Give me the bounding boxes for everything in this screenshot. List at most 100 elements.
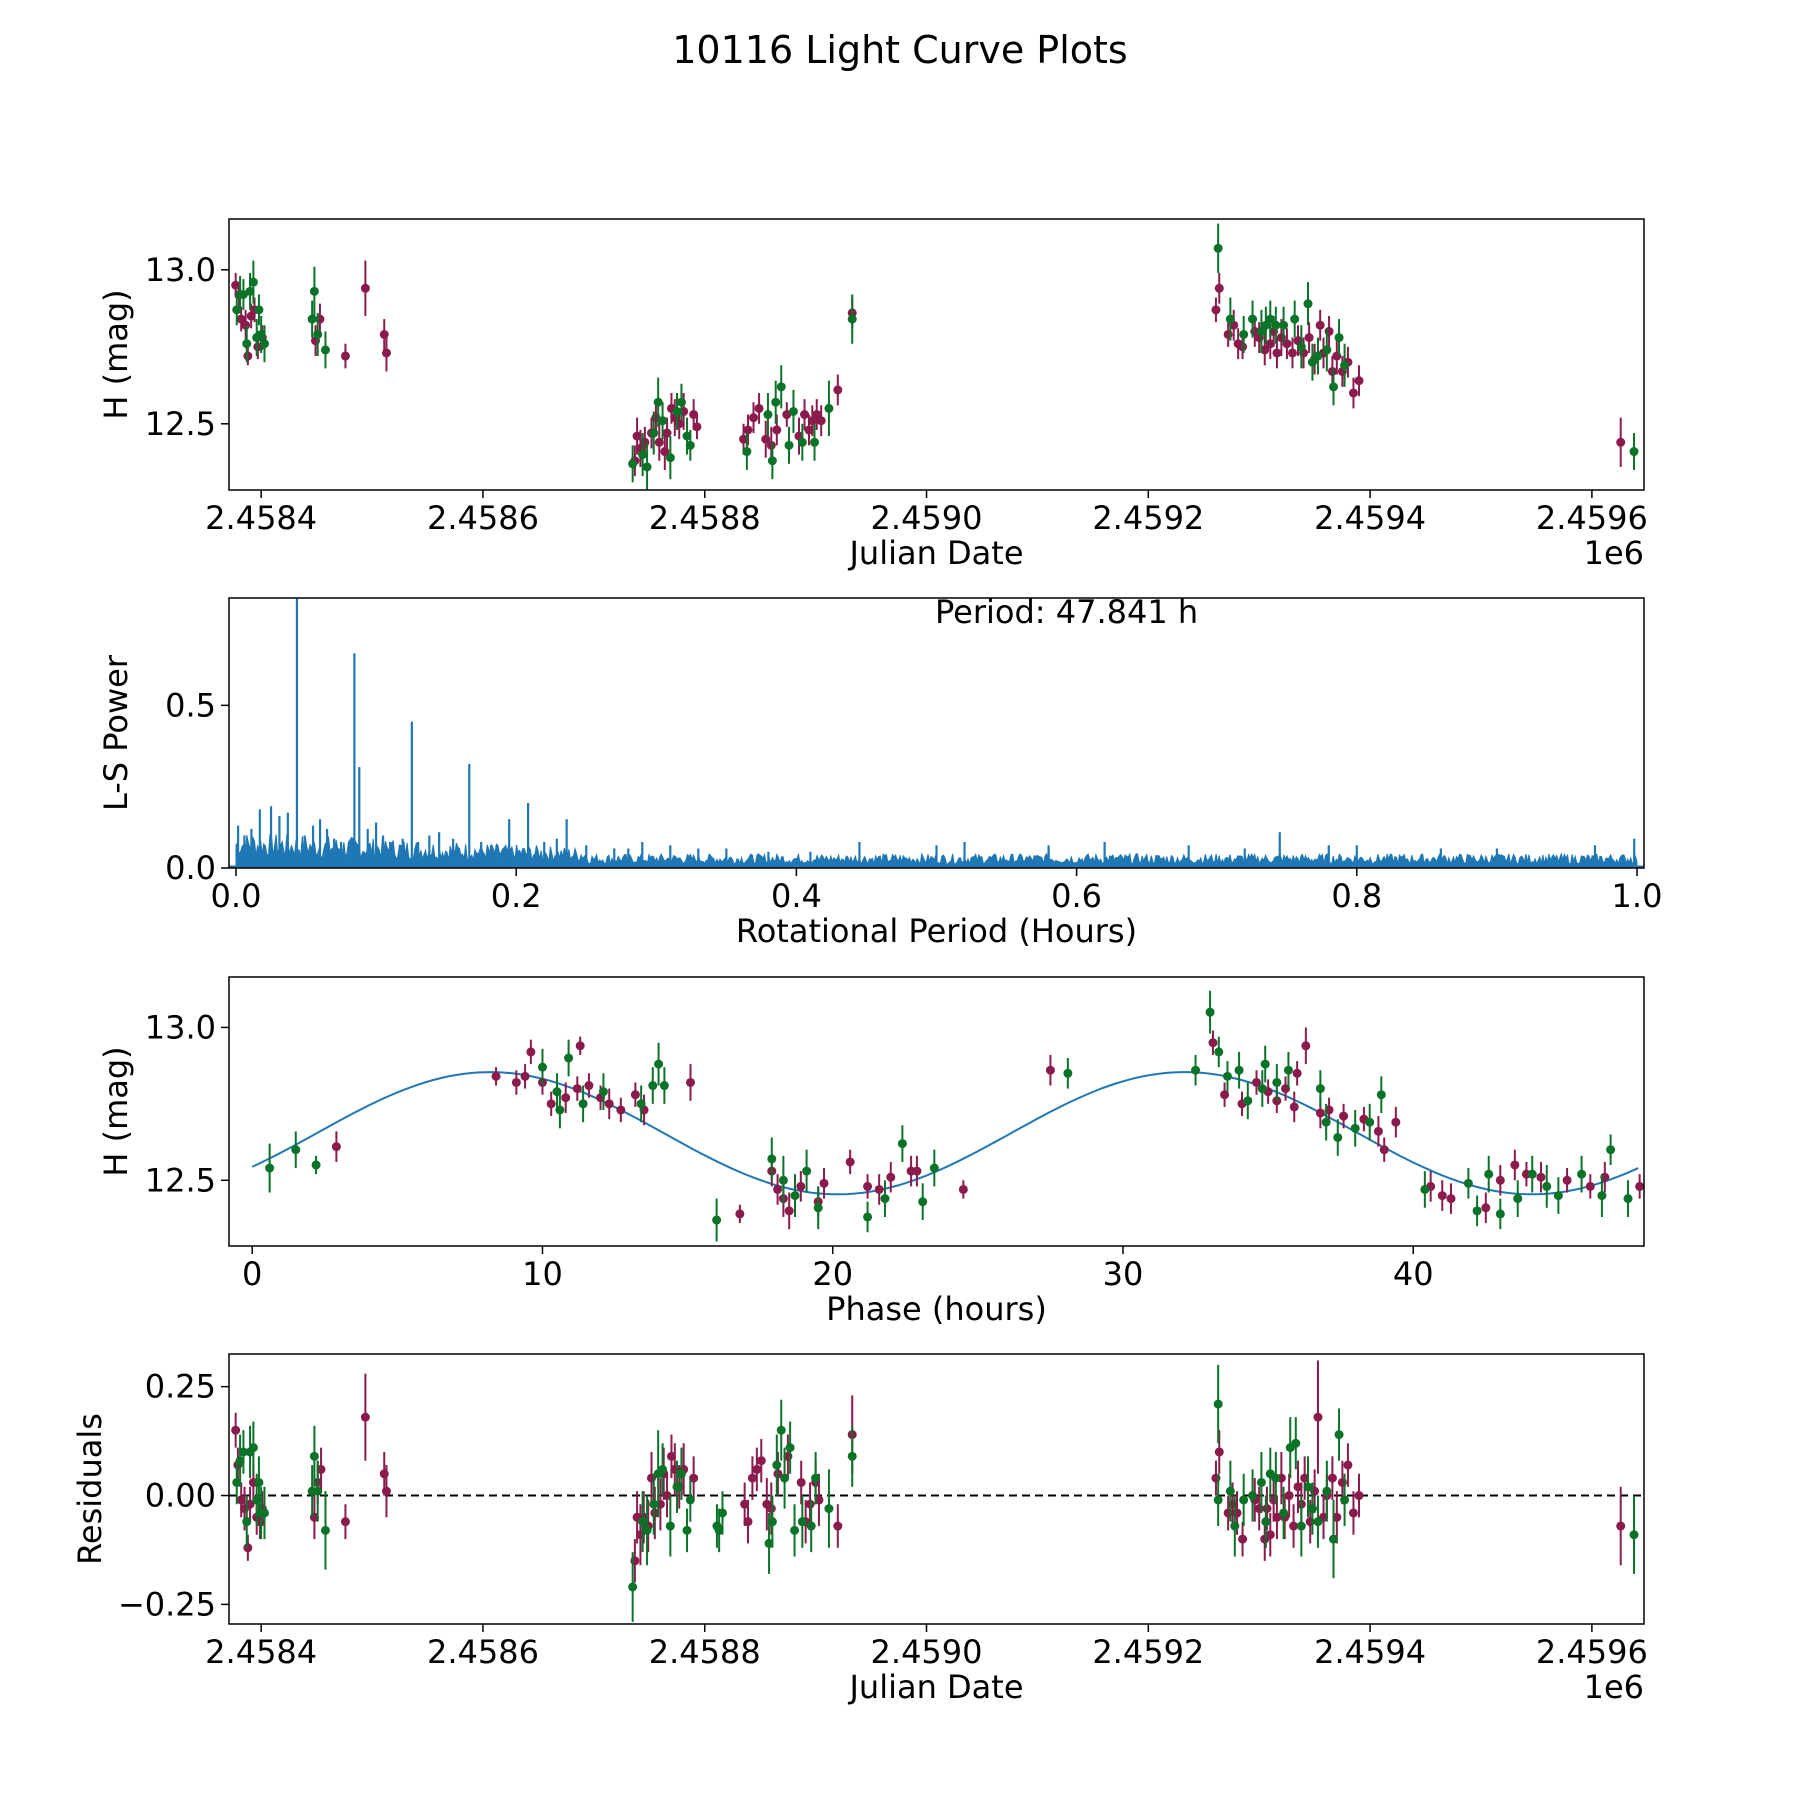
data-point	[802, 1166, 812, 1176]
data-point	[241, 320, 251, 330]
data-point	[243, 1543, 253, 1553]
y-tick-label: 0.00	[145, 1477, 216, 1515]
data-point	[897, 1139, 907, 1149]
data-point	[1239, 329, 1249, 339]
data-point	[863, 1212, 873, 1222]
data-point	[320, 345, 330, 355]
data-point	[259, 1508, 269, 1518]
data-point	[491, 1071, 501, 1081]
x-tick-label: 2.4586	[427, 1633, 539, 1671]
data-point	[819, 1178, 829, 1188]
data-point	[628, 459, 638, 469]
series-green	[232, 223, 1639, 490]
data-point	[313, 329, 323, 339]
data-point	[564, 1053, 574, 1063]
data-point	[1510, 1160, 1520, 1170]
data-point	[1213, 1399, 1223, 1409]
data-point	[1313, 351, 1323, 361]
y-axis-label: L-S Power	[97, 654, 135, 811]
data-point	[1315, 1108, 1325, 1118]
data-point	[1284, 1491, 1294, 1501]
data-point	[692, 422, 702, 432]
data-point	[1527, 1169, 1537, 1179]
data-point	[1271, 320, 1281, 330]
data-point	[1606, 1145, 1616, 1155]
data-point	[847, 1451, 857, 1461]
data-point	[653, 397, 663, 407]
data-point	[747, 1473, 757, 1483]
x-offset-label: 1e6	[1584, 1668, 1644, 1706]
data-point	[1513, 1194, 1523, 1204]
data-point	[1327, 1473, 1337, 1483]
data-point	[248, 1443, 258, 1453]
data-point	[1260, 345, 1270, 355]
data-point	[772, 1460, 782, 1470]
data-point	[1214, 283, 1224, 293]
data-point	[659, 1081, 669, 1091]
data-point	[742, 447, 752, 457]
data-point	[1635, 1181, 1644, 1191]
data-point	[238, 1447, 248, 1457]
x-axis-label: Julian Date	[847, 534, 1023, 572]
data-point	[806, 1521, 816, 1531]
data-point	[1279, 1508, 1289, 1518]
axes-frame	[228, 218, 1645, 491]
data-point	[231, 280, 241, 290]
data-point	[929, 1163, 939, 1173]
data-point	[1327, 366, 1337, 376]
data-point	[638, 1517, 648, 1527]
data-point	[1282, 339, 1292, 349]
data-point	[800, 410, 810, 420]
data-point	[1239, 1495, 1249, 1505]
x-tick-label: 2.4588	[649, 1633, 761, 1671]
data-point	[1623, 1194, 1633, 1204]
data-point	[1481, 1203, 1491, 1213]
data-point	[555, 1105, 565, 1115]
data-point	[642, 462, 652, 472]
data-point	[1332, 1512, 1342, 1522]
data-point	[1379, 1145, 1389, 1155]
data-point	[1315, 1084, 1325, 1094]
data-point	[1300, 1473, 1310, 1483]
data-point	[1495, 1209, 1505, 1219]
x-offset-label: 1e6	[1584, 534, 1644, 572]
data-point	[1322, 1486, 1332, 1496]
data-point	[511, 1077, 521, 1087]
data-point	[660, 447, 670, 457]
data-point	[1208, 1038, 1218, 1048]
x-tick-label: 0.8	[1331, 877, 1382, 915]
data-point	[1562, 1175, 1572, 1185]
data-point	[242, 1517, 252, 1527]
x-tick-label: 2.4588	[649, 499, 761, 537]
data-point	[1225, 314, 1235, 324]
data-point	[797, 437, 807, 447]
data-point	[1261, 1517, 1271, 1527]
data-point	[254, 305, 264, 315]
data-point	[1265, 314, 1275, 324]
data-point	[584, 1081, 594, 1091]
data-point	[316, 1464, 326, 1474]
data-point	[1616, 437, 1626, 447]
data-point	[242, 339, 252, 349]
data-point	[735, 1209, 745, 1219]
data-point	[1334, 1430, 1344, 1440]
data-point	[666, 1451, 676, 1461]
data-point	[790, 1191, 800, 1201]
data-point	[1225, 1486, 1235, 1496]
data-point	[886, 1172, 896, 1182]
data-point	[672, 1482, 682, 1492]
x-tick-label: 0.2	[491, 877, 542, 915]
data-point	[1303, 299, 1313, 309]
data-point	[1343, 1460, 1353, 1470]
data-point	[265, 1163, 275, 1173]
x-tick-label: 2.4596	[1536, 499, 1648, 537]
data-point	[1304, 333, 1314, 343]
data-point	[654, 1059, 664, 1069]
x-tick-label: 2.4584	[205, 1633, 317, 1671]
data-point	[291, 1145, 301, 1155]
data-point	[1272, 1077, 1282, 1087]
data-point	[773, 1469, 783, 1479]
data-point	[776, 1425, 786, 1435]
data-point	[1220, 1090, 1230, 1100]
